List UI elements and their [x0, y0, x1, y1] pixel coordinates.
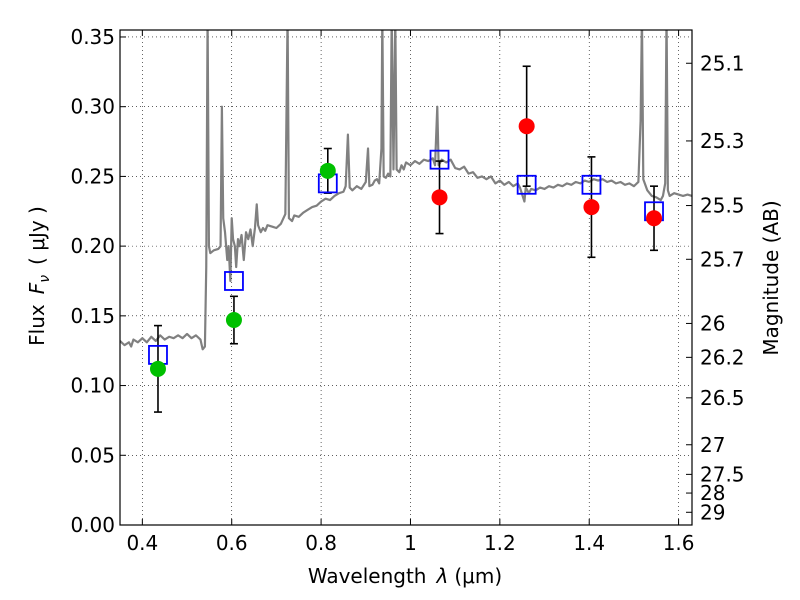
y2-axis-label: Magnitude (AB) — [759, 200, 783, 355]
tick-labels: 0.4 0.6 0.8 1 1.2 1.4 1.6 0.00 0.05 0.10 0.15 0.20 0… — [70, 25, 744, 555]
y2-tick-label: 25.3 — [700, 129, 745, 153]
y2-tick-label: 26 — [700, 311, 725, 335]
x-tick-label: 0.8 — [305, 531, 337, 555]
model-photometry-point — [516, 174, 537, 195]
y2-tick-label: 28 — [700, 481, 725, 505]
model-photometry-point — [224, 271, 244, 291]
x-axis-label: Wavelength λ (μm) — [308, 564, 502, 588]
observed-flux-point — [319, 162, 336, 179]
y-tick-label: 0.35 — [70, 25, 115, 49]
x-tick-label: 0.4 — [126, 531, 158, 555]
x-tick-label: 0.6 — [216, 531, 248, 555]
x-tick-label: 1.4 — [573, 531, 605, 555]
model-photometry-point — [581, 174, 602, 195]
y-tick-label: 0.30 — [70, 95, 115, 119]
observed-flux-point — [149, 360, 166, 377]
y-tick-label: 0.10 — [70, 374, 115, 398]
y-tick-label: 0.05 — [70, 443, 115, 467]
y-tick-label: 0.00 — [70, 513, 115, 537]
data-markers — [148, 118, 664, 377]
observed-flux-point — [518, 118, 535, 135]
y2-tick-label: 29 — [700, 500, 725, 524]
y2-tick-label: 27.5 — [700, 462, 745, 486]
observed-flux-point — [583, 199, 600, 216]
spectrum-line — [120, 30, 692, 351]
y-tick-label: 0.25 — [70, 164, 115, 188]
y2-tick-label: 26.2 — [700, 345, 745, 369]
y2-tick-label: 27 — [700, 433, 725, 457]
y-axis-label: FluxFν( μJy ) — [25, 206, 53, 346]
y2-tick-label: 25.7 — [700, 247, 745, 271]
model-photometry-point — [429, 149, 450, 170]
x-tick-label: 1 — [404, 531, 417, 555]
axis-ticks — [120, 30, 692, 526]
y2-tick-label: 26.5 — [700, 386, 745, 410]
y-tick-label: 0.20 — [70, 234, 115, 258]
observed-flux-point — [225, 312, 242, 329]
x-tick-label: 1.6 — [663, 531, 695, 555]
y2-tick-label: 25.5 — [700, 194, 745, 218]
y2-tick-label: 25.1 — [700, 51, 745, 75]
y-tick-label: 0.15 — [70, 304, 115, 328]
observed-flux-point — [646, 210, 663, 227]
observed-flux-point — [431, 189, 448, 206]
model-spectrum — [120, 30, 692, 351]
error-bars — [153, 65, 659, 413]
x-tick-label: 1.2 — [484, 531, 516, 555]
plot-frame — [119, 29, 693, 526]
